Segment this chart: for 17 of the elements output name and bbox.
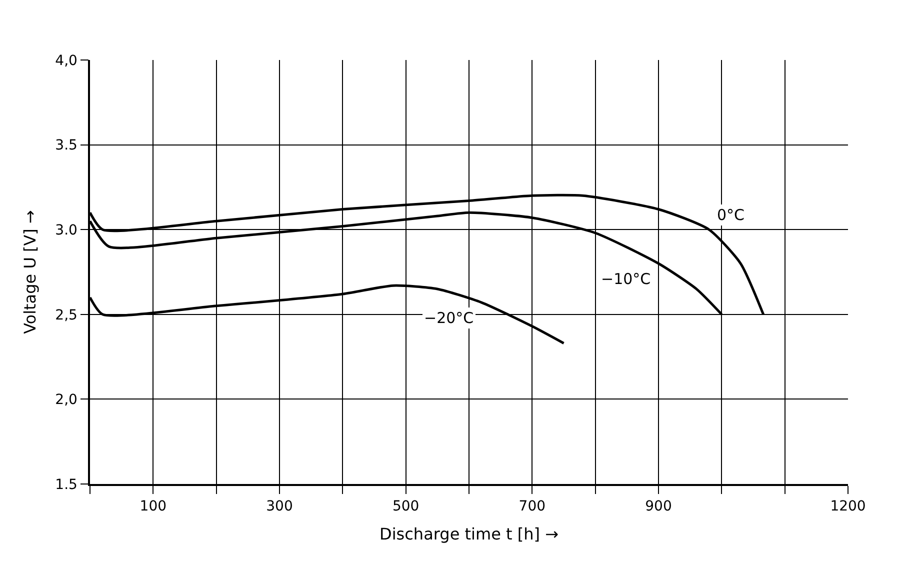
y-tick-label: 1.5 — [55, 476, 78, 493]
x-tick-label: 500 — [392, 498, 420, 515]
series-label: −10°C — [601, 270, 651, 288]
x-tick-label: 300 — [266, 498, 293, 515]
series-label: 0°C — [717, 206, 745, 224]
x-tick-label: 900 — [645, 498, 672, 515]
x-tick-label: 700 — [518, 498, 546, 515]
x-axis-title: Discharge time t [h] → — [380, 524, 558, 544]
y-tick-label: 3.0 — [55, 222, 78, 238]
y-axis-title: Voltage U [V] → — [20, 210, 40, 334]
y-tick-label: 4,0 — [55, 52, 78, 69]
x-tick-label: 1200 — [830, 498, 866, 515]
series-label: −20°C — [424, 309, 474, 327]
y-tick-label: 2,5 — [55, 307, 78, 324]
y-tick-label: 2,0 — [55, 392, 78, 408]
y-tick-label: 3.5 — [55, 138, 78, 154]
x-tick-label: 100 — [140, 498, 167, 515]
